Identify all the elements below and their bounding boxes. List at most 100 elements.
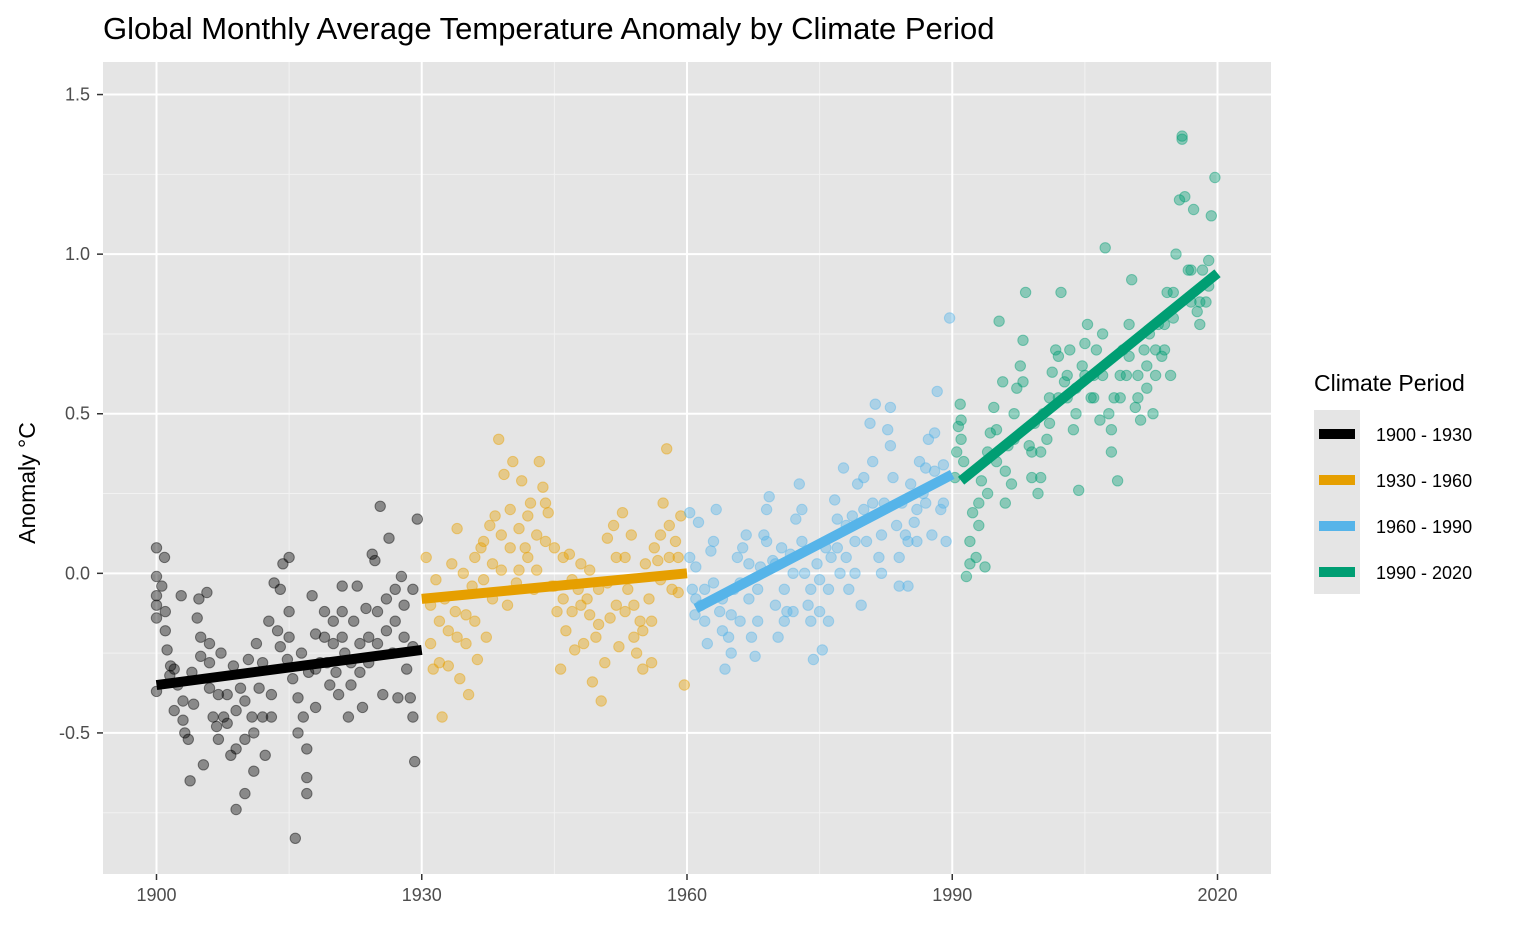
data-point — [993, 315, 1005, 327]
data-point — [274, 641, 286, 653]
data-point — [616, 507, 629, 519]
data-point — [451, 522, 463, 535]
data-point — [234, 682, 247, 694]
data-point — [686, 583, 698, 595]
data-point — [1023, 440, 1035, 452]
data-point — [409, 755, 421, 768]
data-point — [1052, 350, 1065, 362]
data-point — [1141, 360, 1153, 372]
data-point — [1090, 344, 1103, 356]
data-point — [816, 644, 828, 656]
data-point — [684, 507, 696, 519]
data-point — [309, 628, 322, 640]
data-point — [427, 663, 439, 675]
data-point — [1043, 417, 1056, 429]
data-point — [486, 558, 499, 570]
data-point — [1120, 369, 1133, 382]
data-point — [407, 583, 419, 595]
data-point — [610, 551, 622, 564]
data-point — [1032, 487, 1044, 500]
data-point — [1026, 446, 1038, 458]
data-point — [663, 551, 675, 564]
data-point — [1111, 475, 1124, 487]
data-point — [158, 551, 171, 564]
data-point — [657, 497, 669, 509]
data-point — [973, 497, 985, 509]
data-point — [531, 564, 543, 576]
data-point — [575, 599, 587, 611]
data-point — [714, 605, 726, 618]
data-point — [363, 631, 375, 643]
x-tick-labels: 1900 1930 1960 1990 2020 — [136, 885, 1237, 905]
data-point — [246, 711, 258, 723]
data-point — [964, 558, 976, 570]
data-point — [263, 615, 275, 627]
data-point — [377, 688, 389, 701]
data-point — [507, 455, 519, 468]
data-point — [825, 551, 837, 564]
data-point — [813, 605, 826, 618]
data-point — [1019, 286, 1032, 299]
data-point — [1035, 471, 1047, 484]
data-point — [684, 551, 696, 564]
data-point — [449, 605, 461, 618]
y-tick-label: -0.5 — [59, 723, 90, 743]
y-tick-label: 0.0 — [65, 563, 90, 583]
data-point — [159, 625, 172, 637]
data-point — [539, 497, 552, 509]
data-point — [1008, 408, 1020, 420]
data-point — [822, 583, 835, 595]
data-point — [858, 503, 870, 516]
data-point — [207, 711, 219, 723]
data-point — [920, 462, 932, 474]
data-point — [1132, 392, 1144, 404]
data-point — [990, 424, 1003, 436]
data-point — [902, 580, 914, 592]
data-point — [306, 590, 318, 602]
data-point — [392, 692, 404, 704]
legend-key — [1319, 475, 1355, 485]
x-tick-label: 1930 — [402, 885, 442, 905]
data-point — [669, 535, 682, 548]
data-point — [498, 468, 510, 481]
trend-lines — [155, 269, 1221, 691]
data-point — [584, 609, 596, 621]
data-point — [193, 593, 205, 605]
data-point — [457, 567, 469, 579]
legend-key — [1319, 429, 1355, 439]
data-point — [548, 542, 561, 554]
data-point — [501, 599, 514, 611]
data-point — [1158, 344, 1171, 356]
data-point — [283, 631, 295, 643]
data-point — [743, 593, 755, 605]
data-point — [851, 478, 864, 490]
data-point — [295, 647, 308, 659]
data-point — [1041, 433, 1053, 445]
data-point — [710, 503, 722, 516]
data-point — [292, 692, 304, 704]
data-point — [407, 711, 419, 723]
data-point — [318, 631, 331, 643]
data-point — [745, 631, 758, 643]
data-point — [722, 631, 735, 643]
data-point — [380, 593, 393, 605]
data-point — [389, 615, 401, 627]
data-point — [239, 695, 251, 707]
data-point — [743, 558, 755, 570]
data-point — [239, 733, 251, 745]
data-point — [619, 605, 631, 618]
data-point — [1123, 318, 1135, 331]
data-point — [928, 427, 941, 439]
data-point — [922, 433, 935, 445]
data-point — [283, 551, 295, 564]
data-point — [248, 765, 260, 777]
data-point — [802, 599, 814, 611]
data-point — [893, 580, 905, 592]
data-point — [752, 583, 764, 595]
data-point — [469, 551, 481, 564]
data-point — [796, 503, 808, 516]
data-point — [834, 567, 846, 579]
data-point — [672, 586, 684, 599]
data-point — [678, 679, 690, 691]
data-point — [554, 663, 567, 675]
